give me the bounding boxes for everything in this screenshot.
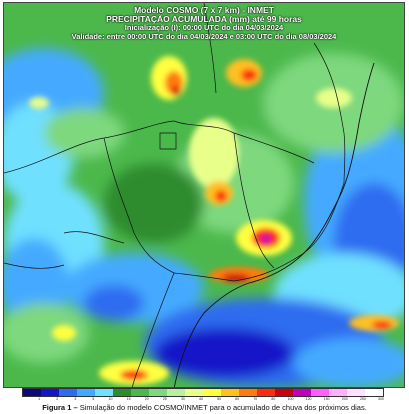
- legend-swatch: [347, 389, 365, 396]
- legend-label: 250: [359, 397, 366, 401]
- map-title: Modelo COSMO (7 x 7 km) - INMET: [134, 5, 274, 15]
- precipitation-field: [4, 3, 404, 387]
- legend-label: 200: [341, 397, 348, 401]
- precipitation-map: Modelo COSMO (7 x 7 km) - INMET PRECIPIT…: [3, 2, 405, 388]
- legend-label: 70: [253, 397, 258, 401]
- legend-swatch: [149, 389, 167, 396]
- legend-swatch: [365, 389, 383, 396]
- figure-caption: Figura 1 – Simulação do modelo COSMO/INM…: [0, 403, 409, 412]
- coastline: [173, 62, 375, 387]
- caption-prefix: Figura 1 –: [42, 403, 78, 412]
- legend-swatch: [23, 389, 41, 396]
- legend-label: 5: [92, 397, 95, 401]
- legend-label: 20: [144, 397, 149, 401]
- legend-swatch: [203, 389, 221, 396]
- legend-label: 100: [287, 397, 294, 401]
- legend-swatch: [95, 389, 113, 396]
- legend-swatch: [329, 389, 347, 396]
- legend-swatch: [59, 389, 77, 396]
- legend-swatch: [113, 389, 131, 396]
- legend-label: 120: [305, 397, 312, 401]
- legend-label: 25: [162, 397, 167, 401]
- legend-label: 2: [56, 397, 59, 401]
- legend-swatch: [41, 389, 59, 396]
- legend-swatch: [131, 389, 149, 396]
- legend-swatches: [22, 388, 384, 397]
- legend-label: 10: [108, 397, 113, 401]
- legend-label: 300: [378, 397, 384, 401]
- legend-label: 40: [199, 397, 203, 401]
- legend-swatch: [167, 389, 185, 396]
- legend-swatch: [239, 389, 257, 396]
- legend-swatch: [185, 389, 203, 396]
- legend-swatch: [275, 389, 293, 396]
- legend-label: 60: [235, 397, 240, 401]
- legend-swatch: [293, 389, 311, 396]
- legend-swatch: [257, 389, 275, 396]
- color-legend: 1 2 3 5 10 15 20 25 30 40 50 60 70 80 100 120 150 200 250 3…: [22, 388, 384, 401]
- legend-swatch: [77, 389, 95, 396]
- legend-label: 30: [180, 397, 185, 401]
- legend-label: 50: [217, 397, 222, 401]
- legend-labels: 1 2 3 5 10 15 20 25 30 40 50 60 70 80 100 120 150 200 250 3…: [22, 397, 384, 401]
- initialization-time: Inicialização (I): 00:00 UTC do dia 04/0…: [124, 23, 284, 32]
- legend-label: 15: [126, 397, 131, 401]
- map-subtitle: PRECIPITAÇÃO ACUMULADA (mm) até 99 horas: [106, 14, 302, 24]
- caption-text: Simulação do modelo COSMO/INMET para o a…: [77, 403, 367, 412]
- legend-label: 80: [271, 397, 276, 401]
- validity-period: Validade: entre 00:00 UTC do dia 04/03/2…: [71, 32, 337, 41]
- legend-label: 3: [74, 397, 77, 401]
- legend-swatch: [311, 389, 329, 396]
- state-borders: [4, 3, 346, 387]
- legend-swatch: [221, 389, 239, 396]
- rain-zones-intense: [29, 56, 399, 385]
- legend-label: 150: [323, 397, 330, 401]
- legend-label: 1: [38, 397, 41, 401]
